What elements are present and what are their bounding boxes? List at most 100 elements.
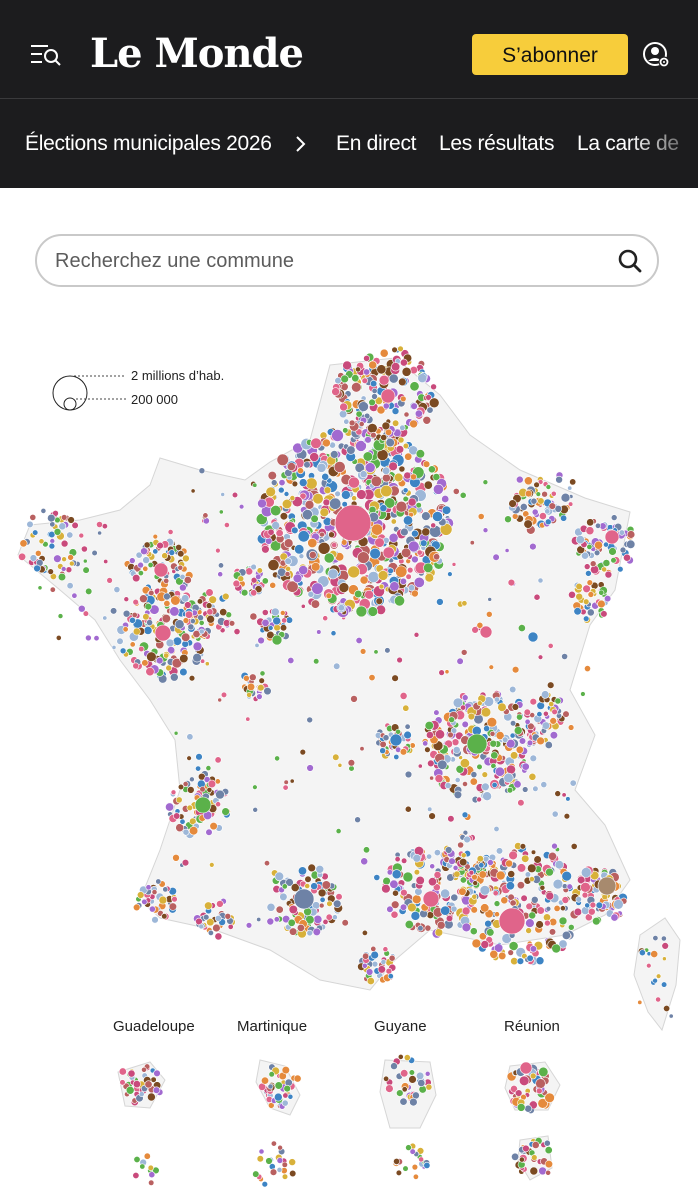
commune-bubble[interactable] xyxy=(396,1089,404,1097)
commune-bubble[interactable] xyxy=(317,541,331,555)
commune-bubble[interactable] xyxy=(351,382,362,393)
commune-bubble[interactable] xyxy=(427,806,433,812)
commune-bubble[interactable] xyxy=(335,828,342,834)
commune-bubble[interactable] xyxy=(368,674,376,682)
commune-bubble[interactable] xyxy=(487,597,493,602)
commune-bubble[interactable] xyxy=(301,509,313,521)
commune-bubble[interactable] xyxy=(233,628,241,635)
commune-bubble[interactable] xyxy=(131,611,138,618)
commune-bubble[interactable] xyxy=(267,1083,274,1090)
commune-bubble[interactable] xyxy=(415,875,425,886)
commune-bubble[interactable] xyxy=(421,511,431,521)
commune-bubble[interactable] xyxy=(603,594,612,603)
commune-bubble[interactable] xyxy=(519,1061,533,1075)
commune-bubble[interactable] xyxy=(452,487,460,495)
commune-bubble[interactable] xyxy=(481,771,488,778)
commune-bubble[interactable] xyxy=(300,603,306,609)
commune-bubble[interactable] xyxy=(440,905,451,916)
commune-bubble[interactable] xyxy=(573,607,582,616)
commune-bubble[interactable] xyxy=(400,395,407,403)
commune-bubble[interactable] xyxy=(390,910,399,919)
commune-bubble[interactable] xyxy=(476,621,484,629)
commune-bubble[interactable] xyxy=(179,573,186,580)
commune-bubble[interactable] xyxy=(400,1069,409,1078)
commune-bubble[interactable] xyxy=(417,925,424,932)
commune-bubble[interactable] xyxy=(40,507,47,514)
commune-bubble[interactable] xyxy=(376,364,387,375)
commune-bubble[interactable] xyxy=(367,571,380,583)
commune-bubble[interactable] xyxy=(205,765,212,771)
commune-bubble[interactable] xyxy=(374,537,385,548)
commune-bubble[interactable] xyxy=(663,1004,671,1012)
commune-bubble[interactable] xyxy=(49,521,56,528)
commune-bubble[interactable] xyxy=(148,1179,155,1186)
commune-bubble[interactable] xyxy=(546,681,555,689)
commune-bubble[interactable] xyxy=(462,829,469,836)
commune-bubble[interactable] xyxy=(246,682,256,692)
commune-bubble[interactable] xyxy=(133,903,141,912)
commune-bubble[interactable] xyxy=(469,927,478,936)
commune-bubble[interactable] xyxy=(580,867,592,878)
commune-bubble[interactable] xyxy=(462,781,468,787)
commune-bubble[interactable] xyxy=(152,548,159,555)
commune-bubble[interactable] xyxy=(587,907,596,916)
commune-bubble[interactable] xyxy=(560,492,571,503)
commune-bubble[interactable] xyxy=(604,570,613,579)
commune-bubble[interactable] xyxy=(528,911,537,920)
commune-bubble[interactable] xyxy=(511,703,520,711)
commune-bubble[interactable] xyxy=(322,918,329,925)
commune-bubble[interactable] xyxy=(425,1083,433,1091)
commune-bubble[interactable] xyxy=(281,1099,289,1107)
commune-bubble[interactable] xyxy=(639,949,646,957)
commune-bubble[interactable] xyxy=(184,610,194,619)
commune-bubble[interactable] xyxy=(539,512,547,520)
commune-bubble[interactable] xyxy=(469,540,475,546)
commune-bubble[interactable] xyxy=(509,751,519,760)
commune-bubble[interactable] xyxy=(32,529,39,536)
commune-bubble[interactable] xyxy=(143,626,153,635)
commune-bubble[interactable] xyxy=(364,436,372,444)
commune-bubble[interactable] xyxy=(129,641,136,648)
commune-bubble[interactable] xyxy=(358,421,365,427)
commune-bubble[interactable] xyxy=(453,870,461,878)
commune-bubble[interactable] xyxy=(434,774,444,783)
commune-bubble[interactable] xyxy=(135,551,143,559)
commune-bubble[interactable] xyxy=(172,636,182,646)
commune-bubble[interactable] xyxy=(506,738,516,749)
commune-bubble[interactable] xyxy=(586,608,595,617)
commune-bubble[interactable] xyxy=(617,565,624,573)
commune-bubble[interactable] xyxy=(67,554,74,561)
commune-bubble[interactable] xyxy=(401,857,408,864)
commune-bubble[interactable] xyxy=(289,778,295,784)
commune-bubble[interactable] xyxy=(103,558,109,564)
commune-bubble[interactable] xyxy=(355,366,361,373)
commune-bubble[interactable] xyxy=(165,802,175,812)
commune-bubble[interactable] xyxy=(416,549,423,556)
commune-bubble[interactable] xyxy=(543,1139,551,1147)
commune-bubble[interactable] xyxy=(119,647,127,655)
commune-bubble[interactable] xyxy=(78,532,85,539)
commune-bubble[interactable] xyxy=(535,1087,543,1095)
commune-bubble[interactable] xyxy=(297,467,304,475)
commune-bubble[interactable] xyxy=(422,415,432,425)
commune-bubble[interactable] xyxy=(132,1172,140,1180)
commune-bubble[interactable] xyxy=(163,599,171,607)
commune-bubble[interactable] xyxy=(221,807,230,816)
commune-bubble[interactable] xyxy=(409,1148,416,1155)
commune-bubble[interactable] xyxy=(360,857,369,866)
commune-bubble[interactable] xyxy=(252,1170,260,1178)
commune-bubble[interactable] xyxy=(547,643,554,649)
commune-bubble[interactable] xyxy=(555,475,563,484)
commune-bubble[interactable] xyxy=(291,526,299,534)
commune-bubble[interactable] xyxy=(382,876,391,886)
commune-bubble[interactable] xyxy=(331,429,344,442)
commune-bubble[interactable] xyxy=(354,589,363,599)
commune-bubble[interactable] xyxy=(204,661,210,667)
commune-bubble[interactable] xyxy=(601,566,607,573)
commune-bubble[interactable] xyxy=(348,419,356,427)
nav-item-resultats[interactable]: Les résultats xyxy=(439,132,555,155)
commune-bubble[interactable] xyxy=(460,704,467,711)
commune-bubble[interactable] xyxy=(284,571,291,577)
commune-bubble[interactable] xyxy=(422,460,431,468)
commune-bubble[interactable] xyxy=(281,1161,288,1168)
